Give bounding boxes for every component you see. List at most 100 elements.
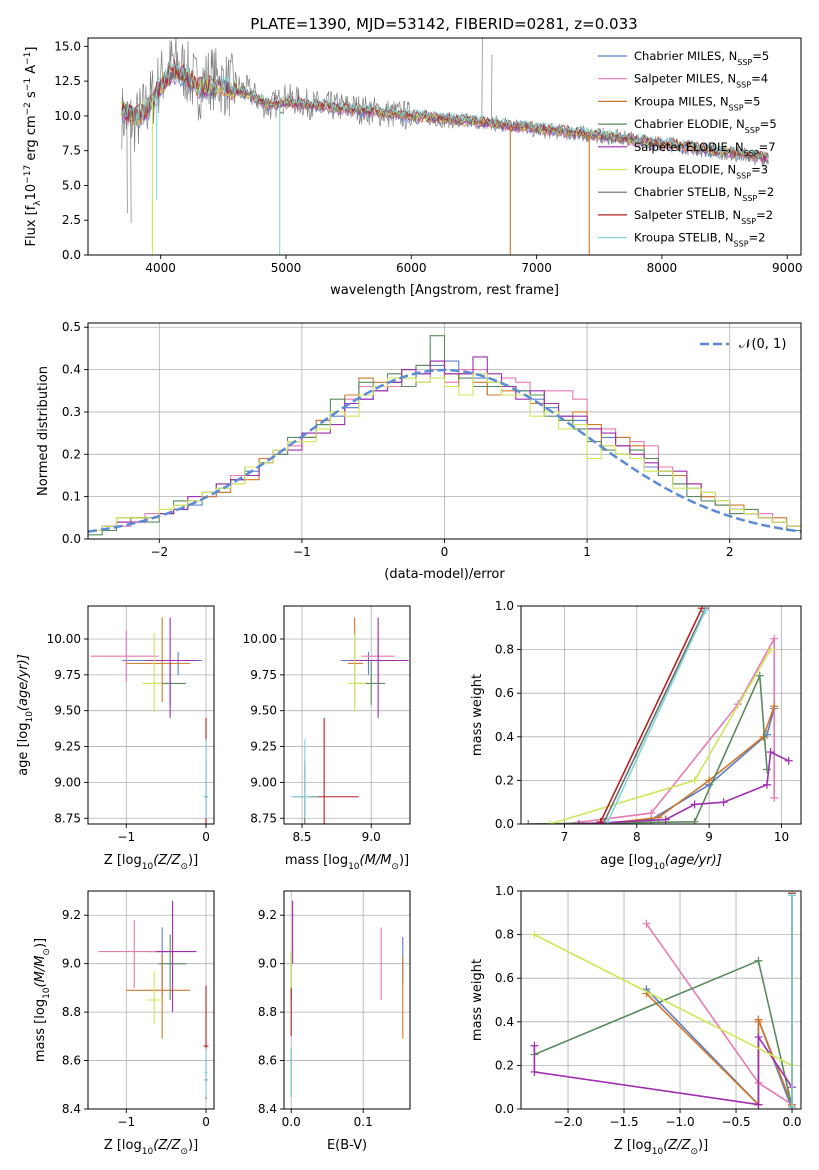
y-tick-label: 2.5 bbox=[62, 213, 81, 227]
spectrum-spike bbox=[481, 38, 483, 122]
y-tick-label: 0.8 bbox=[495, 928, 514, 942]
legend-label: Kroupa ELODIE, NSSP=3 bbox=[634, 163, 768, 181]
weight-marker bbox=[596, 817, 605, 824]
x-tick-label: 0 bbox=[202, 1115, 210, 1129]
plot-area bbox=[121, 38, 769, 255]
x-tick-label: 9 bbox=[705, 830, 713, 844]
y-axis-label: Normed distribution bbox=[36, 366, 51, 496]
residuals-panel: −2 −1 0 1 2 0.0 0.1 0.2 0.3 0.4 0.5 𝒩(0, 1) (data-mo… bbox=[36, 320, 802, 582]
weight-marker bbox=[701, 606, 710, 615]
weight-series bbox=[788, 891, 797, 1109]
x-axis-label: Z [log10(Z/Z⊙)] bbox=[104, 853, 198, 872]
weight-marker bbox=[530, 1067, 539, 1076]
errorbar-point bbox=[203, 739, 209, 819]
x-axis-label: Z [log10(Z/Z⊙)] bbox=[614, 1138, 708, 1157]
errorbar-point bbox=[146, 617, 199, 718]
axes: 7 8 9 10 0.0 0.2 0.4 0.6 0.8 1.0 bbox=[495, 599, 802, 844]
x-tick-label: −2 bbox=[150, 545, 168, 559]
y-tick-label: 0.2 bbox=[495, 1058, 514, 1072]
legend-label: Chabrier ELODIE, NSSP=5 bbox=[634, 117, 777, 135]
weight-marker bbox=[661, 815, 670, 824]
errorbar-point bbox=[90, 630, 159, 683]
x-tick-label: 0.0 bbox=[782, 1115, 801, 1129]
weight-marker bbox=[754, 1015, 763, 1024]
y-tick-label: 1.0 bbox=[495, 884, 514, 898]
x-tick-label: 7 bbox=[561, 830, 569, 844]
y-axis-label: mass [log10(M/M⊙)] bbox=[33, 938, 52, 1062]
legend-label: Salpeter ELODIE, NSSP=7 bbox=[634, 140, 776, 158]
axes: −2.0 −1.5 −1.0 −0.5 0.0 0.0 0.2 0.4 0.6 0.8 1.0 bbox=[495, 884, 802, 1129]
weight-marker bbox=[788, 891, 797, 900]
weight-marker bbox=[755, 671, 764, 680]
errorbar-point bbox=[290, 739, 319, 819]
x-tick-label: 4000 bbox=[145, 261, 176, 275]
weight-marker bbox=[545, 820, 554, 824]
y-tick-label: 0.4 bbox=[62, 363, 81, 377]
weight-marker bbox=[603, 817, 612, 824]
y-tick-label: 10.00 bbox=[243, 632, 277, 646]
axes-frame bbox=[520, 890, 802, 1110]
x-tick-label: 8 bbox=[633, 830, 641, 844]
legend: 𝒩(0, 1) bbox=[700, 337, 786, 352]
figure-title: PLATE=1390, MJD=53142, FIBERID=0281, z=0… bbox=[250, 15, 637, 33]
y-tick-label: 9.75 bbox=[250, 668, 277, 682]
weight-marker bbox=[770, 793, 779, 802]
x-tick-label: 5000 bbox=[271, 261, 302, 275]
weight-marker bbox=[524, 820, 533, 824]
x-tick-label: −1 bbox=[293, 545, 311, 559]
model-spectrum bbox=[121, 60, 769, 159]
y-tick-label: 0.3 bbox=[62, 405, 81, 419]
y-tick-label: 0.0 bbox=[62, 532, 81, 546]
x-tick-label: 6000 bbox=[396, 261, 427, 275]
age-vs-mass-panel: 8.5 9.0 8.75 9.00 9.25 9.50 9.75 10.00 mass [log… bbox=[243, 605, 411, 872]
y-tick-label: 8.6 bbox=[62, 1054, 81, 1068]
weight-marker bbox=[690, 817, 699, 824]
weight-series bbox=[545, 645, 775, 824]
axes: −1 0 8.75 9.00 9.25 9.50 9.75 10.00 bbox=[47, 605, 215, 844]
y-axis-label: mass weight bbox=[470, 674, 485, 756]
errorbar-point bbox=[156, 900, 197, 1013]
axes-frame bbox=[520, 605, 802, 825]
grid-lines bbox=[88, 606, 214, 824]
plot-area bbox=[290, 900, 404, 1097]
y-tick-label: 9.50 bbox=[54, 704, 81, 718]
y-tick-label: 0.2 bbox=[495, 773, 514, 787]
weight-marker bbox=[770, 702, 779, 711]
weight-marker bbox=[705, 776, 714, 785]
x-tick-label: −1 bbox=[117, 830, 135, 844]
y-tick-label: 9.50 bbox=[250, 704, 277, 718]
x-axis-label: Z [log10(Z/Z⊙)] bbox=[104, 1138, 198, 1157]
y-tick-label: 9.0 bbox=[258, 957, 277, 971]
axes: 4000 5000 6000 7000 8000 9000 0.0 2.5 5.0 7.5 10.0… bbox=[54, 37, 802, 275]
legend-label: Kroupa STELIB, NSSP=2 bbox=[634, 231, 765, 249]
x-tick-label: 8000 bbox=[647, 261, 678, 275]
weight-marker bbox=[770, 634, 779, 643]
weight-marker bbox=[690, 776, 699, 785]
y-tick-label: 0.8 bbox=[495, 643, 514, 657]
errorbar-point bbox=[98, 920, 167, 988]
axes-frame bbox=[87, 890, 215, 1110]
x-axis-label: (data-model)/error bbox=[384, 567, 505, 582]
y-tick-label: 8.6 bbox=[258, 1054, 277, 1068]
y-tick-label: 0.5 bbox=[62, 320, 81, 334]
legend-label: Salpeter MILES, NSSP=4 bbox=[634, 72, 768, 90]
weight-marker bbox=[766, 748, 775, 757]
weight-marker bbox=[784, 756, 793, 765]
y-tick-label: 0.2 bbox=[62, 447, 81, 461]
y-tick-label: 9.0 bbox=[62, 957, 81, 971]
x-tick-label: −1 bbox=[117, 1115, 135, 1129]
y-tick-label: 9.2 bbox=[62, 908, 81, 922]
spectrum-spike bbox=[491, 54, 493, 123]
y-tick-label: 9.00 bbox=[54, 775, 81, 789]
spectrum-panel: 4000 5000 6000 7000 8000 9000 0.0 2.5 5.0 7.5 10.0… bbox=[23, 37, 802, 298]
weight-marker bbox=[530, 1041, 539, 1050]
legend-label: Chabrier STELIB, NSSP=2 bbox=[634, 185, 774, 203]
legend: Chabrier MILES, NSSP=5 Salpeter MILES, NS… bbox=[598, 49, 777, 248]
y-tick-label: 12.5 bbox=[54, 74, 81, 88]
x-tick-label: −0.5 bbox=[721, 1115, 750, 1129]
y-tick-label: 5.0 bbox=[62, 178, 81, 192]
weight-vs-metallicity-panel: −2.0 −1.5 −1.0 −0.5 0.0 0.0 0.2 0.4 0.6 0.8 1.0 Z [… bbox=[470, 884, 802, 1157]
weight-marker bbox=[719, 798, 728, 807]
plot-area bbox=[88, 335, 801, 536]
age-vs-metallicity-panel: −1 0 8.75 9.00 9.25 9.50 9.75 10.00 Z [log10(Z/Z… bbox=[16, 605, 215, 872]
